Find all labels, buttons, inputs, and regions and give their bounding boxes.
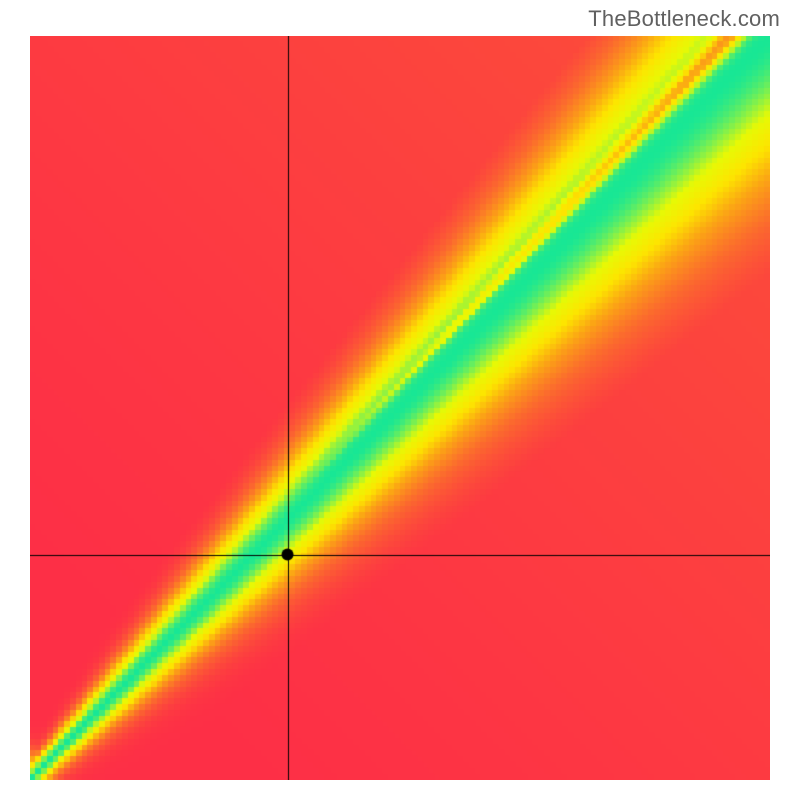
watermark-text: TheBottleneck.com: [588, 6, 780, 32]
bottleneck-heatmap: [30, 36, 770, 780]
chart-container: TheBottleneck.com: [0, 0, 800, 800]
